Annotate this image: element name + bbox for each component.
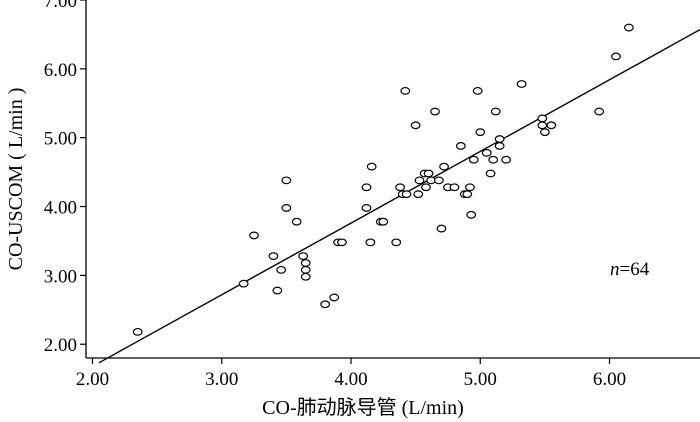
data-point (238, 279, 249, 288)
data-point (439, 162, 449, 171)
data-point (516, 80, 527, 88)
y-tick-label: 6.00 (44, 60, 77, 81)
data-point (624, 23, 634, 32)
data-point (594, 107, 605, 116)
y-tick-label: 4.00 (44, 198, 77, 219)
data-point (485, 169, 496, 178)
y-tick-label: 3.00 (44, 266, 77, 287)
data-point (400, 86, 411, 95)
data-point (272, 286, 283, 295)
data-point (462, 190, 473, 199)
data-point (481, 148, 492, 157)
annotation-text: =64 (620, 259, 650, 280)
x-tick-label: 5.00 (464, 369, 497, 390)
y-tick-label: 7.00 (44, 0, 77, 12)
data-point (472, 86, 483, 95)
data-point (132, 327, 143, 336)
data-point (281, 176, 292, 185)
data-point (291, 217, 302, 226)
data-point (365, 238, 376, 247)
data-point (414, 176, 425, 185)
data-point (281, 204, 292, 212)
sample-size-annotation: n=64 (610, 259, 650, 280)
data-point (276, 265, 287, 274)
data-point (455, 142, 466, 150)
x-axis-title: CO-肺动脉导管 (L/min) (262, 396, 464, 419)
data-point (391, 238, 402, 247)
x-tick-label: 3.00 (205, 369, 238, 390)
data-point (329, 293, 340, 302)
y-tick-label: 2.00 (44, 335, 77, 356)
data-point (421, 183, 431, 192)
data-point (468, 155, 479, 164)
x-tick-label: 6.00 (593, 369, 626, 390)
annotation-prefix: n (610, 259, 620, 280)
y-tick-label: 5.00 (44, 129, 77, 150)
axes (85, 0, 700, 359)
data-point (337, 238, 347, 247)
x-tick-label: 4.00 (334, 369, 367, 390)
data-point (423, 169, 434, 178)
data-point (611, 52, 621, 61)
data-point (449, 183, 460, 192)
data-point (320, 300, 331, 309)
data-point (378, 217, 389, 226)
data-point (475, 128, 486, 137)
data-point (465, 183, 475, 192)
data-point (366, 162, 377, 171)
data-point (537, 121, 548, 130)
data-point (300, 265, 311, 274)
data-point (395, 183, 406, 192)
data-point (249, 231, 259, 240)
data-point (537, 114, 548, 123)
data-point (298, 252, 309, 261)
data-point (361, 183, 372, 192)
data-point (466, 210, 477, 219)
data-point (539, 128, 550, 137)
data-point (494, 142, 505, 150)
data-point (436, 224, 447, 233)
data-point (546, 121, 557, 130)
x-tick-label: 2.00 (76, 369, 109, 390)
data-point (268, 252, 279, 261)
data-point (488, 155, 499, 164)
y-axis-title: CO-USCOM ( L/min ) (5, 88, 27, 271)
data-point (361, 204, 372, 212)
data-point (300, 259, 311, 267)
data-point (494, 135, 505, 143)
data-point (430, 107, 440, 116)
data-point (501, 155, 512, 164)
data-point (433, 176, 444, 185)
ticks: 2.00 3.00 4.00 5.00 6.00 2.00 3.00 4.00 5.00 6.00… (44, 0, 626, 390)
data-point (300, 272, 311, 281)
data-point (410, 121, 421, 130)
data-point (490, 107, 501, 116)
data-point (413, 190, 424, 199)
data-point (401, 190, 412, 199)
data-points (132, 23, 634, 336)
